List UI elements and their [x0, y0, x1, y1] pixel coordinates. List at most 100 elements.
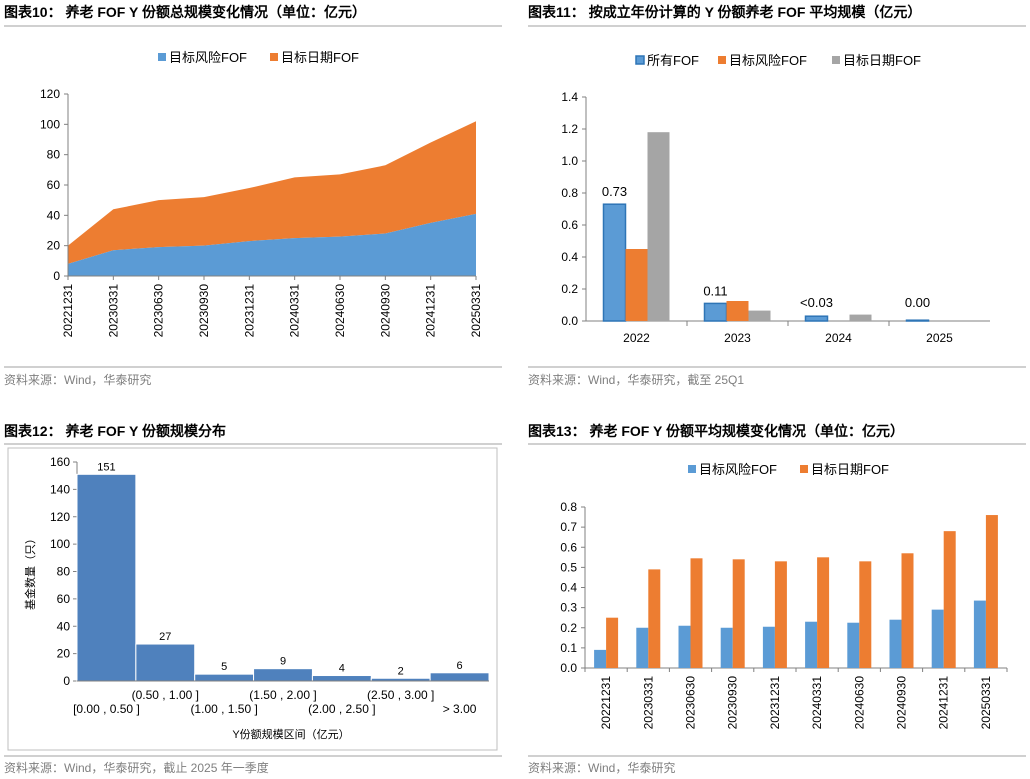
y-tick-label: 0.4 — [561, 250, 578, 264]
x-tick-label: 20231231 — [242, 284, 256, 338]
x-category-label: (2.00 , 2.50 ] — [308, 702, 375, 716]
panel-12: 图表12： 养老 FOF Y 份额规模分布 资料来源：Wind，华泰研究，截止 … — [4, 423, 502, 775]
data-label: 0.73 — [602, 184, 627, 199]
bar-value-label: 27 — [159, 631, 171, 643]
x-tick-label: 20240331 — [810, 676, 824, 730]
x-tick-label: 20230930 — [726, 676, 740, 730]
bar-2022-series-3 — [647, 132, 670, 321]
histogram-bar-1 — [76, 473, 137, 682]
bar-value-label: 4 — [339, 663, 345, 675]
legend-11: 所有FOF 目标风险FOF 目标日期FOF — [635, 53, 921, 68]
y-tick-label: 0 — [53, 269, 60, 283]
bar-2023-series-1 — [703, 302, 728, 322]
y-tick-label: 60 — [47, 178, 61, 192]
y-tick-label: 1.2 — [561, 122, 578, 136]
y-tick-label: 160 — [50, 455, 70, 469]
source-note-12: 资料来源：Wind，华泰研究，截止 2025 年一季度 — [4, 760, 269, 775]
y-tick-label: 0.8 — [561, 186, 578, 200]
bar-value-label: 151 — [97, 461, 115, 473]
chart-10: 目标风险FOF 目标日期FOF 0 20 40 60 80 100 120 20221231 202… — [40, 50, 483, 337]
x-category-label: [0.00 , 0.50 ] — [73, 702, 140, 716]
y-tick-label: 0.4 — [560, 581, 577, 595]
y-tick-label: 120 — [40, 87, 60, 101]
bar-20240930-series-2 — [901, 553, 914, 668]
y-tick-label: 0.2 — [560, 621, 577, 635]
y-tick-label: 60 — [57, 592, 71, 606]
x-tick-label: 20240630 — [852, 676, 866, 730]
area-series-target-date — [68, 121, 476, 264]
source-note-13: 资料来源：Wind，华泰研究 — [528, 760, 675, 775]
bar-20221231-series-2 — [606, 617, 619, 668]
legend-label-3: 目标日期FOF — [843, 53, 921, 68]
y-tick-label: 0.1 — [560, 641, 577, 655]
bar-2023-series-3 — [748, 310, 771, 321]
legend-label-2: 目标日期FOF — [811, 462, 889, 477]
bar-20240331-series-2 — [817, 557, 830, 668]
bar-value-label: 2 — [398, 665, 404, 677]
y-tick-label: 80 — [57, 565, 71, 579]
x-tick-label: 20230331 — [641, 676, 655, 730]
chart-title-10: 图表10： 养老 FOF Y 份额总规模变化情况（单位：亿元） — [4, 4, 366, 20]
bar-2023-series-2 — [726, 301, 749, 321]
bar-2024-series-1 — [804, 315, 829, 322]
x-tick-label: 20231231 — [768, 676, 782, 730]
bar-20221231-series-1 — [594, 649, 607, 668]
y-tick-label: 120 — [50, 510, 70, 524]
y-axis-title: 基金数量（只） — [23, 533, 37, 610]
y-tick-label: 0.0 — [560, 661, 577, 675]
panel-10: 图表10： 养老 FOF Y 份额总规模变化情况（单位：亿元） 资料来源：Win… — [4, 4, 502, 387]
bar-value-label: 6 — [457, 660, 463, 672]
y-tick-label: 20 — [57, 647, 71, 661]
x-tick-label: 20230630 — [684, 676, 698, 730]
legend-swatch-1 — [158, 53, 166, 61]
data-label: 0.11 — [703, 283, 727, 298]
bar-20241231-series-2 — [943, 531, 956, 668]
chart-title-12: 图表12： 养老 FOF Y 份额规模分布 — [4, 423, 226, 439]
legend-label-1: 所有FOF — [647, 53, 699, 68]
source-note-10: 资料来源：Wind，华泰研究 — [4, 372, 151, 387]
legend-swatch-3 — [832, 56, 840, 64]
bar-20240930-series-1 — [889, 619, 902, 668]
x-tick-label: 20221231 — [61, 284, 75, 338]
x-tick-label: 20250331 — [469, 284, 483, 338]
bar-value-label: 9 — [280, 656, 286, 668]
x-category-label: > 3.00 — [443, 702, 477, 716]
x-tick-label: 20250331 — [979, 676, 993, 730]
bar-20230930-series-1 — [720, 627, 733, 668]
chart-12: 0 20 40 60 80 100 120 140 160 151 [0.00 , 0.50 ] 27… — [23, 455, 490, 741]
y-tick-label: 1.0 — [561, 154, 578, 168]
y-tick-label: 0.3 — [560, 601, 577, 615]
bar-20231231-series-1 — [762, 626, 775, 668]
y-tick-label: 0.6 — [560, 540, 577, 554]
y-tick-label: 100 — [50, 537, 70, 551]
data-label: 0.00 — [905, 295, 930, 310]
legend-13: 目标风险FOF 目标日期FOF — [688, 462, 889, 477]
bar-20240630-series-2 — [859, 561, 872, 668]
y-tick-label: 40 — [47, 208, 61, 222]
x-category-label: (2.50 , 3.00 ] — [367, 688, 434, 702]
x-tick-label: 2025 — [926, 331, 953, 345]
legend-swatch-1 — [688, 465, 696, 473]
bar-2025-series-1 — [905, 319, 930, 322]
legend-label-2: 目标日期FOF — [281, 50, 359, 65]
x-tick-label: 20241231 — [424, 284, 438, 338]
legend-10: 目标风险FOF 目标日期FOF — [158, 50, 359, 65]
x-axis-title: Y份额规模区间（亿元） — [232, 727, 349, 741]
chart-11: 所有FOF 目标风险FOF 目标日期FOF 0.0 0.2 0.4 0.6 0.8 1.0 1.2… — [561, 53, 990, 345]
chart-frame-12 — [7, 447, 498, 751]
histogram-bar-2 — [135, 643, 196, 682]
bar-2024-series-3 — [849, 314, 872, 321]
chart-title-13: 图表13： 养老 FOF Y 份额平均规模变化情况（单位：亿元） — [528, 423, 904, 439]
y-tick-label: 1.4 — [561, 90, 578, 104]
bar-20241231-series-1 — [931, 609, 944, 668]
y-tick-label: 0.2 — [561, 282, 578, 296]
y-tick-label: 20 — [47, 239, 61, 253]
y-tick-label: 80 — [47, 148, 61, 162]
bar-20231231-series-2 — [774, 561, 787, 668]
x-category-label: (1.50 , 2.00 ] — [249, 688, 316, 702]
legend-swatch-2 — [718, 56, 726, 64]
bar-20240331-series-1 — [805, 621, 818, 668]
data-label: <0.03 — [800, 295, 833, 310]
panel-11: 图表11： 按成立年份计算的 Y 份额养老 FOF 平均规模（亿元） 资料来源：… — [528, 4, 1026, 387]
